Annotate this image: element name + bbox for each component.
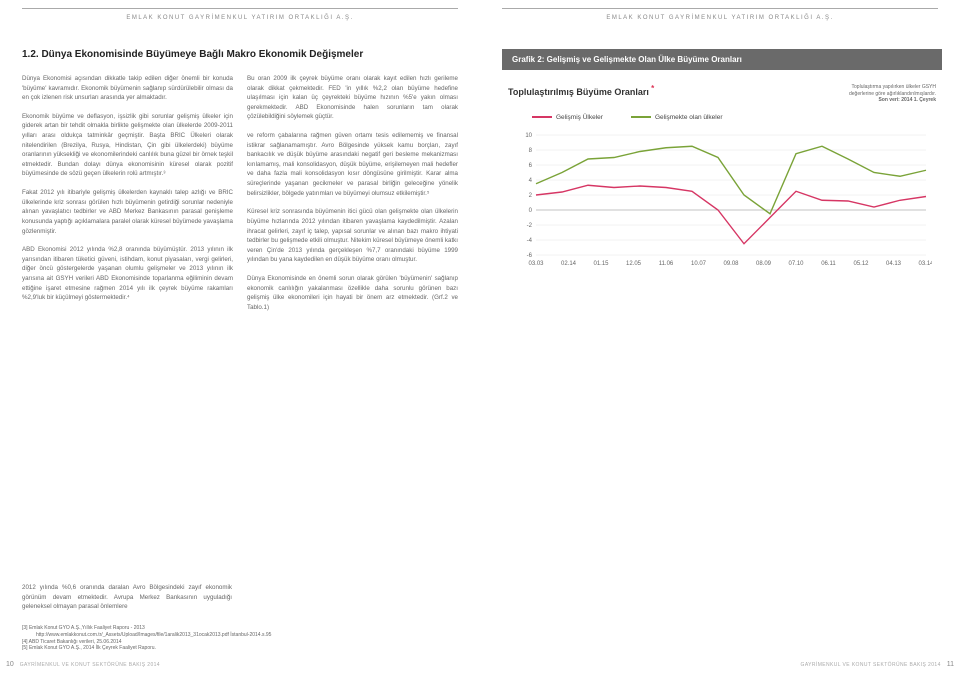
- para: Fakat 2012 yılı itibariyle gelişmiş ülke…: [22, 188, 233, 236]
- svg-text:-6: -6: [527, 253, 533, 259]
- left-page: EMLAK KONUT GAYRİMENKUL YATIRIM ORTAKLIĞ…: [0, 0, 480, 674]
- right-header: EMLAK KONUT GAYRİMENKUL YATIRIM ORTAKLIĞ…: [502, 15, 938, 21]
- svg-text:8: 8: [529, 148, 533, 154]
- svg-text:2: 2: [529, 193, 533, 199]
- para: Dünya Ekonomisi açısından dikkatle takip…: [22, 74, 233, 103]
- pagenum: 10: [6, 661, 14, 668]
- foot-label: GAYRİMENKUL VE KONUT SEKTÖRÜNE BAKIŞ 201…: [20, 662, 160, 668]
- svg-text:-2: -2: [527, 223, 533, 229]
- svg-text:07.10: 07.10: [788, 261, 804, 267]
- pagenum: 11: [947, 661, 954, 668]
- footnotes: [3] Emlak Konut GYO A.Ş.,Yıllık Faaliyet…: [22, 625, 271, 652]
- legend-label: Gelişmekte olan ülkeler: [655, 114, 723, 121]
- para: Bu oran 2009 ilk çeyrek büyüme oranı ola…: [247, 74, 458, 122]
- para: Dünya Ekonomisinde en önemli sorun olara…: [247, 274, 458, 312]
- para: ABD Ekonomisi 2012 yılında %2,8 oranında…: [22, 245, 233, 303]
- chart-note: Toplulaştırma yapılırken ülkeler GSYH de…: [849, 84, 936, 104]
- chart-container: Grafik 2: Gelişmiş ve Gelişmekte Olan Ül…: [502, 49, 942, 271]
- para: ve reform çabalarına rağmen güven ortamı…: [247, 131, 458, 198]
- legend-label: Gelişmiş Ülkeler: [556, 114, 603, 121]
- chart-legend: Gelişmiş Ülkeler Gelişmekte olan ülkeler: [502, 108, 942, 131]
- svg-text:0: 0: [529, 208, 533, 214]
- footnote: http://www.emlakkonut.com.tr/_Assets/Upl…: [36, 632, 271, 639]
- para: Küresel kriz sonrasında büyümenin itici …: [247, 207, 458, 265]
- para: Ekonomik büyüme ve deflasyon, işsizlik g…: [22, 112, 233, 179]
- left-header: EMLAK KONUT GAYRİMENKUL YATIRIM ORTAKLIĞ…: [22, 15, 458, 21]
- note-line: Toplulaştırma yapılırken ülkeler GSYH: [849, 84, 936, 91]
- chart-title-bar: Grafik 2: Gelişmiş ve Gelişmekte Olan Ül…: [502, 49, 942, 70]
- svg-text:05.12: 05.12: [853, 261, 869, 267]
- svg-text:10.07: 10.07: [691, 261, 707, 267]
- svg-text:03.14: 03.14: [918, 261, 932, 267]
- svg-text:01.15: 01.15: [593, 261, 609, 267]
- svg-text:4: 4: [529, 178, 533, 184]
- right-page: EMLAK KONUT GAYRİMENKUL YATIRIM ORTAKLIĞ…: [480, 0, 960, 674]
- svg-text:09.08: 09.08: [723, 261, 739, 267]
- body-columns: Dünya Ekonomisi açısından dikkatle takip…: [22, 74, 458, 317]
- section-title: 1.2. Dünya Ekonomisinde Büyümeye Bağlı M…: [22, 49, 458, 60]
- chart-plot: 10 8 6 4 2 0 -2 -4 -6 03.03 02.14 01.15 12.05 11.06 10…: [512, 131, 932, 271]
- svg-text:-4: -4: [527, 238, 533, 244]
- svg-text:6: 6: [529, 163, 533, 169]
- svg-text:03.03: 03.03: [528, 261, 544, 267]
- footnote: [5] Emlak Konut GYO A.Ş., 2014 İlk Çeyre…: [22, 645, 271, 652]
- legend-item: Gelişmekte olan ülkeler: [631, 114, 723, 121]
- foot-label: GAYRİMENKUL VE KONUT SEKTÖRÜNE BAKIŞ 201…: [801, 662, 941, 668]
- chart-svg: 10 8 6 4 2 0 -2 -4 -6 03.03 02.14 01.15 12.05 11.06 10…: [512, 131, 932, 271]
- asterisk-icon: *: [649, 84, 654, 93]
- page-number-left: 10 GAYRİMENKUL VE KONUT SEKTÖRÜNE BAKIŞ …: [6, 661, 160, 668]
- chart-main-title: Toplulaştırılmış Büyüme Oranları *: [508, 84, 654, 97]
- footnote: [3] Emlak Konut GYO A.Ş.,Yıllık Faaliyet…: [22, 625, 271, 632]
- chart-title-text: Toplulaştırılmış Büyüme Oranları: [508, 87, 649, 97]
- legend-swatch: [532, 116, 552, 118]
- svg-text:08.09: 08.09: [756, 261, 772, 267]
- svg-text:06.11: 06.11: [821, 261, 836, 267]
- legend-item: Gelişmiş Ülkeler: [532, 114, 603, 121]
- svg-text:04.13: 04.13: [886, 261, 902, 267]
- svg-text:11.06: 11.06: [659, 261, 674, 267]
- legend-swatch: [631, 116, 651, 118]
- svg-text:10: 10: [525, 133, 532, 139]
- svg-text:02.14: 02.14: [561, 261, 577, 267]
- svg-text:12.05: 12.05: [626, 261, 642, 267]
- bottom-para: 2012 yılında %0,6 oranında daralan Avro …: [22, 583, 232, 612]
- note-line: Son veri: 2014 1. Çeyrek: [849, 97, 936, 104]
- page-number-right: GAYRİMENKUL VE KONUT SEKTÖRÜNE BAKIŞ 201…: [797, 661, 954, 668]
